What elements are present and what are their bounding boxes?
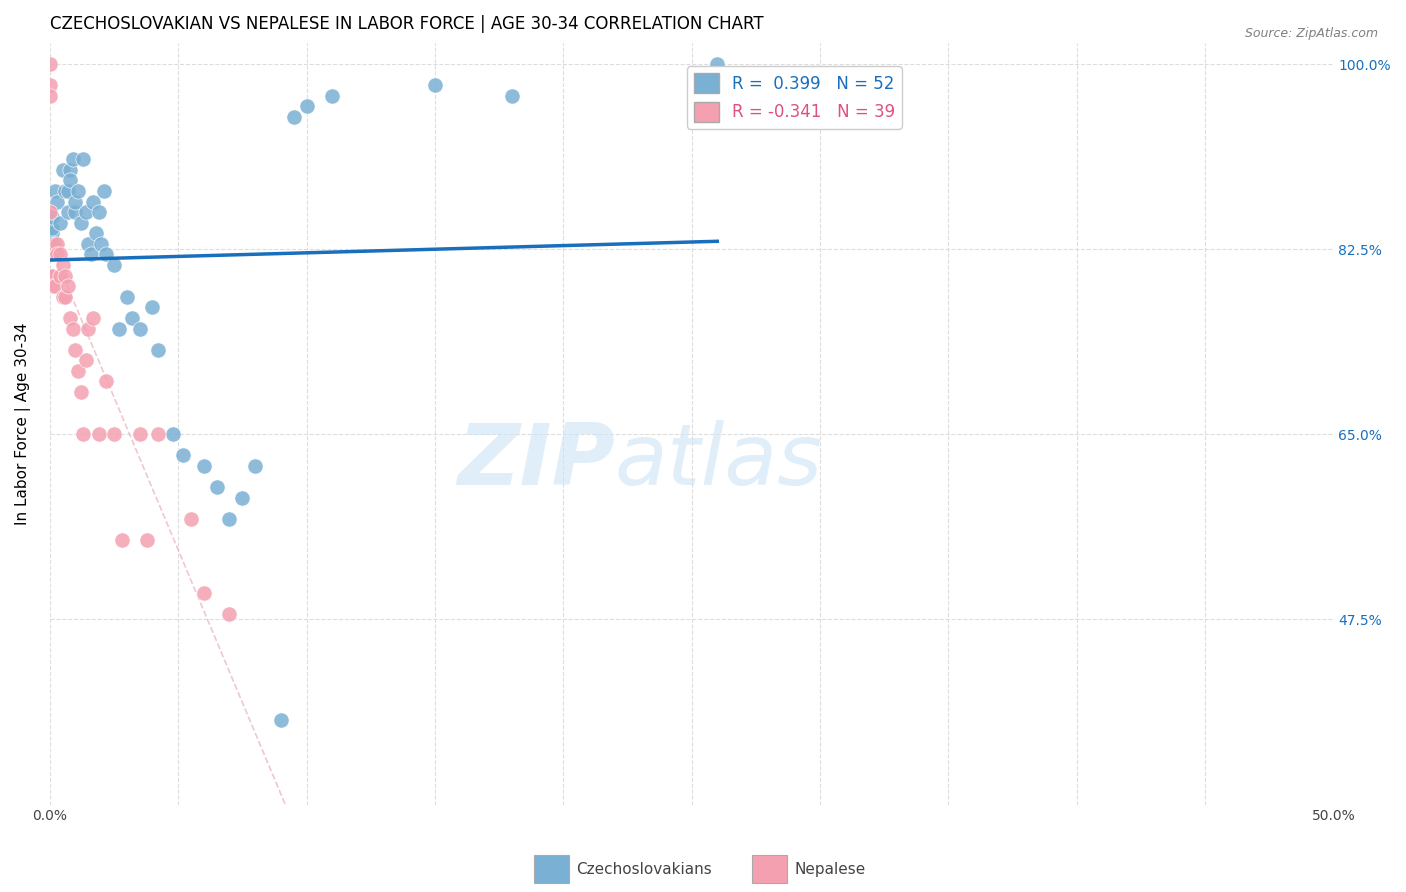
Point (53, 268, 76, 283)
Point (75, 353, 97, 368)
Point (44, 279, 66, 293)
Point (66, 184, 89, 198)
Point (96, 375, 118, 389)
Point (205, 480, 228, 494)
Point (59, 310, 82, 325)
Text: ZIP: ZIP (457, 420, 614, 503)
Point (62, 153, 84, 167)
Point (146, 427, 169, 442)
Point (162, 427, 184, 442)
Point (128, 427, 150, 442)
Point (136, 533, 159, 548)
Point (41, 227, 63, 241)
Point (38, 236, 60, 251)
Point (103, 427, 125, 442)
Point (77, 236, 100, 251)
Point (38, 268, 60, 283)
Point (56, 279, 79, 293)
Legend: R =  0.399   N = 52, R = -0.341   N = 39: R = 0.399 N = 52, R = -0.341 N = 39 (688, 67, 901, 128)
Point (41, 211, 63, 225)
Point (283, 110, 305, 124)
Point (65, 343, 87, 357)
Point (59, 173, 82, 187)
Point (87, 205, 110, 219)
Point (46, 247, 69, 261)
Point (38, 57, 60, 71)
Point (46, 194, 69, 209)
Point (49, 216, 72, 230)
Point (38, 205, 60, 219)
Point (231, 491, 253, 505)
Point (93, 184, 115, 198)
Point (193, 459, 215, 474)
Point (41, 236, 63, 251)
Point (69, 384, 91, 399)
Point (270, 713, 292, 727)
Point (44, 184, 66, 198)
Point (75, 205, 97, 219)
Point (44, 236, 66, 251)
Point (38, 247, 60, 261)
Point (72, 153, 94, 167)
Point (65, 194, 87, 209)
Point (38, 78, 60, 93)
Point (321, 88, 343, 103)
Point (41, 221, 63, 235)
Point (77, 321, 100, 335)
Text: Nepalese: Nepalese (794, 863, 866, 877)
Point (38, 247, 60, 261)
Point (180, 512, 202, 526)
Point (243, 459, 266, 474)
Point (49, 268, 72, 283)
Point (46, 236, 69, 251)
Point (69, 216, 91, 230)
Point (41, 247, 63, 261)
Point (65, 205, 87, 219)
Point (38, 88, 60, 103)
Point (41, 268, 63, 283)
Point (111, 533, 134, 548)
Point (218, 512, 240, 526)
Point (423, 78, 446, 93)
Point (49, 247, 72, 261)
Point (87, 427, 110, 442)
Point (218, 607, 240, 622)
Point (90, 236, 112, 251)
Text: CZECHOSLOVAKIAN VS NEPALESE IN LABOR FORCE | AGE 30-34 CORRELATION CHART: CZECHOSLOVAKIAN VS NEPALESE IN LABOR FOR… (49, 15, 763, 33)
Point (128, 321, 150, 335)
Point (115, 290, 138, 304)
Point (193, 586, 215, 600)
Point (72, 427, 94, 442)
Point (82, 194, 104, 209)
Point (56, 205, 79, 219)
Point (53, 184, 76, 198)
Point (53, 290, 76, 304)
Text: atlas: atlas (614, 420, 823, 503)
Y-axis label: In Labor Force | Age 30-34: In Labor Force | Age 30-34 (15, 323, 31, 525)
Point (501, 88, 523, 103)
Text: Source: ZipAtlas.com: Source: ZipAtlas.com (1244, 27, 1378, 40)
Point (295, 99, 318, 113)
Point (706, 57, 728, 71)
Point (41, 279, 63, 293)
Point (121, 310, 143, 325)
Point (52, 258, 75, 272)
Point (103, 258, 125, 272)
Point (146, 343, 169, 357)
Point (59, 162, 82, 177)
Text: Czechoslovakians: Czechoslovakians (576, 863, 713, 877)
Point (141, 301, 163, 315)
Point (66, 364, 89, 378)
Point (52, 290, 75, 304)
Point (84, 227, 107, 241)
Point (56, 184, 79, 198)
Point (96, 247, 118, 261)
Point (82, 310, 104, 325)
Point (80, 247, 103, 261)
Point (62, 321, 84, 335)
Point (108, 321, 131, 335)
Point (52, 162, 75, 177)
Point (172, 449, 194, 463)
Point (38, 227, 60, 241)
